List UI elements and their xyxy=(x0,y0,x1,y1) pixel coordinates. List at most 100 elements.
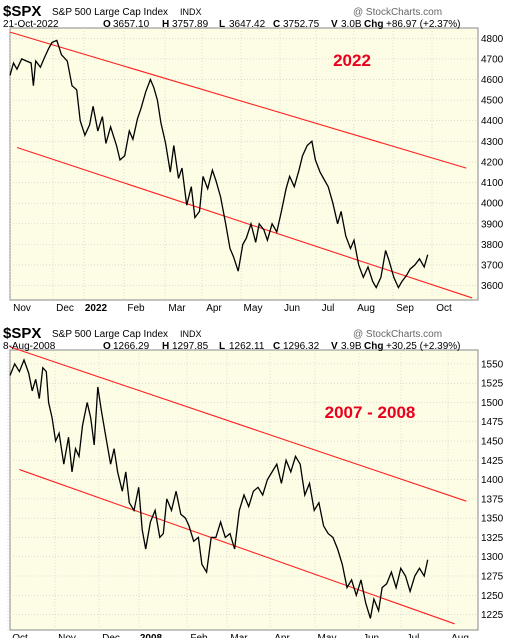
chart-2022-date: 21-Oct-2022 xyxy=(3,19,59,30)
chart-2022-channel-line-upper xyxy=(9,31,467,169)
chart-2022-x-tick-label: Nov xyxy=(13,303,31,314)
chart-2008-ohlc-l-label: L xyxy=(219,341,225,352)
chart-2008-x-tick-label: Nov xyxy=(58,633,76,638)
chart-panel-2022: $SPX S&P 500 Large Cap Index INDX @ Stoc… xyxy=(0,0,524,316)
chart-2022-y-tick-label: 4800 xyxy=(481,34,504,45)
chart-2008-ohlc: O 1266.29 H 1297.85 L 1262.11 C 1296.32 … xyxy=(103,341,461,352)
chart-2008-channel-line-lower xyxy=(19,469,455,625)
chart-2022-ticker: $SPX xyxy=(3,3,41,20)
chart-2008-x-tick-label: Oct xyxy=(12,633,28,638)
chart-2022-y-tick-label: 3700 xyxy=(481,260,504,271)
chart-2008-y-tick-label: 1475 xyxy=(481,417,504,428)
chart-2022-plot-area xyxy=(9,27,479,301)
chart-2008-annotation: 2007 - 2008 xyxy=(325,403,416,422)
chart-2022-name: S&P 500 Large Cap Index xyxy=(52,7,168,18)
chart-2008-x-tick-label: 2008 xyxy=(140,633,163,638)
chart-2022-x-tick-label: Mar xyxy=(168,303,186,314)
chart-2022-x-tick-label: Apr xyxy=(206,303,222,314)
chart-2008-svg: $SPX S&P 500 Large Cap Index INDX @ Stoc… xyxy=(3,325,504,644)
chart-2008-x-tick-label: Feb xyxy=(190,633,208,638)
chart-2008-x-tick-label: Dec xyxy=(102,633,120,638)
chart-2008-y-labels: 1225 1250 1275 1300 1325 1350 1375 1400 1425 1450… xyxy=(481,359,504,621)
chart-2008-x-tick-label: Mar xyxy=(230,633,248,638)
chart-2022-x-tick-label: May xyxy=(244,303,263,314)
chart-2022-channel xyxy=(9,31,473,299)
chart-2022-x-tick-label: Oct xyxy=(436,303,452,314)
chart-2008-y-tick-label: 1225 xyxy=(481,610,504,621)
chart-2022-y-tick-label: 4400 xyxy=(481,116,504,127)
chart-2008-ohlc-v-label: V xyxy=(331,341,338,352)
chart-2022-y-tick-label: 3900 xyxy=(481,219,504,230)
chart-2008-ohlc-chg: +30.25 (+2.39%) xyxy=(386,341,461,352)
chart-2022-x-labels: Nov Dec 2022 Feb Mar Apr May Jun Jul Aug Sep Oct xyxy=(13,303,452,314)
chart-2022-y-tick-label: 4600 xyxy=(481,75,504,86)
chart-2008-ohlc-l: 1262.11 xyxy=(229,341,265,352)
chart-2022-price-line xyxy=(9,39,429,290)
chart-2008-price-line xyxy=(9,358,429,619)
chart-2008-y-tick-label: 1500 xyxy=(481,398,504,409)
chart-2008-y-tick-label: 1450 xyxy=(481,437,504,448)
chart-2008-ohlc-v: 3.9B xyxy=(341,341,362,352)
chart-2008-y-tick-label: 1325 xyxy=(481,533,504,544)
chart-2008-x-labels: Oct Nov Dec 2008 Feb Mar Apr May Jun Jul Aug xyxy=(12,633,469,644)
chart-2022-ohlc-h: 3757.89 xyxy=(172,19,209,30)
chart-2008-ohlc-o: 1266.29 xyxy=(113,341,150,352)
chart-2008-ohlc-h-label: H xyxy=(162,341,169,352)
chart-2022-x-tick-label: Jun xyxy=(284,303,300,314)
chart-2022-ohlc-l-label: L xyxy=(219,19,225,30)
chart-2022-x-tick-label: Aug xyxy=(357,303,375,314)
chart-2022-x-tick-label: Feb xyxy=(127,303,145,314)
chart-2022-ohlc: O 3657.10 H 3757.89 L 3647.42 C 3752.75 … xyxy=(103,19,461,30)
chart-2022-grid xyxy=(9,28,478,300)
chart-2022-channel-line-lower xyxy=(16,146,473,299)
chart-2008-plot-area xyxy=(9,349,479,631)
chart-2022-y-tick-label: 4200 xyxy=(481,157,504,168)
chart-2008-ohlc-chg-label: Chg xyxy=(364,341,383,352)
chart-2008-channel xyxy=(9,346,467,625)
chart-2008-exchange: INDX xyxy=(180,329,202,339)
chart-2022-x-tick-label: Dec xyxy=(56,303,74,314)
chart-2022-y-tick-label: 4500 xyxy=(481,96,504,107)
chart-2022-annotation: 2022 xyxy=(333,51,371,70)
chart-2008-x-tick-label: Aug xyxy=(451,633,469,638)
chart-2008-ohlc-o-label: O xyxy=(103,341,111,352)
chart-2008-y-tick-label: 1275 xyxy=(481,572,504,583)
chart-2022-x-tick-label: Sep xyxy=(396,303,414,314)
chart-2022-ohlc-chg-label: Chg xyxy=(364,19,383,30)
chart-2008-ohlc-c-label: C xyxy=(273,341,280,352)
chart-2008-grid xyxy=(7,350,478,630)
chart-2022-ohlc-c-label: C xyxy=(273,19,280,30)
chart-2008-date: 8-Aug-2008 xyxy=(3,341,56,352)
chart-2022-y-tick-label: 3600 xyxy=(481,281,504,292)
chart-2008-y-tick-label: 1375 xyxy=(481,494,504,505)
chart-2022-exchange: INDX xyxy=(180,7,202,17)
chart-2008-ohlc-h: 1297.85 xyxy=(172,341,209,352)
chart-2008-y-tick-label: 1250 xyxy=(481,591,504,602)
chart-2022-ohlc-h-label: H xyxy=(162,19,169,30)
chart-2022-x-tick-label: 2022 xyxy=(85,303,108,314)
chart-2022-y-tick-label: 4300 xyxy=(481,137,504,148)
chart-2022-watermark: @ StockCharts.com xyxy=(353,7,442,18)
chart-2022-y-tick-label: 4700 xyxy=(481,54,504,65)
chart-2008-x-tick-label: Apr xyxy=(274,633,290,638)
chart-2008-ohlc-c: 1296.32 xyxy=(283,341,320,352)
chart-2008-y-tick-label: 1400 xyxy=(481,475,504,486)
chart-2008-watermark: @ StockCharts.com xyxy=(353,329,442,340)
chart-panel-2008: $SPX S&P 500 Large Cap Index INDX @ Stoc… xyxy=(0,322,524,644)
chart-2008-y-tick-label: 1300 xyxy=(481,552,504,563)
chart-2008-y-tick-label: 1350 xyxy=(481,514,504,525)
chart-2022-ohlc-l: 3647.42 xyxy=(229,19,266,30)
chart-2022-ohlc-chg: +86.97 (+2.37%) xyxy=(386,19,461,30)
chart-2022-x-tick-label: Jul xyxy=(322,303,335,314)
chart-2022-y-tick-label: 4000 xyxy=(481,199,504,210)
chart-2022-ohlc-c: 3752.75 xyxy=(283,19,320,30)
chart-2008-x-tick-label: Jul xyxy=(407,633,420,638)
chart-2022-ohlc-o-label: O xyxy=(103,19,111,30)
chart-2008-x-tick-label: Jun xyxy=(363,633,379,638)
chart-2022-ohlc-o: 3657.10 xyxy=(113,19,150,30)
chart-2022-y-labels: 3600 3700 3800 3900 4000 4100 4200 4300 4400 4500… xyxy=(481,34,504,292)
chart-2022-svg: $SPX S&P 500 Large Cap Index INDX @ Stoc… xyxy=(3,3,504,314)
chart-2022-ohlc-v-label: V xyxy=(331,19,338,30)
chart-2008-ticker: $SPX xyxy=(3,325,41,342)
chart-2008-x-tick-label: May xyxy=(318,633,337,638)
